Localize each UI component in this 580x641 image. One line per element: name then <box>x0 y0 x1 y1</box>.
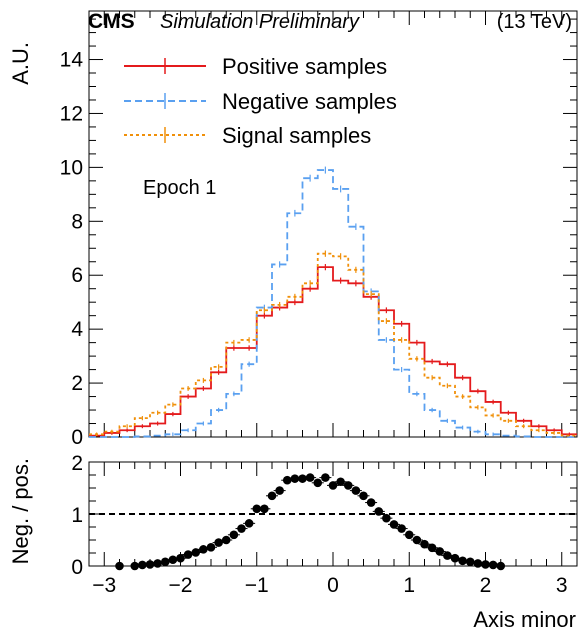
ratio-point <box>244 519 254 528</box>
ratio-point <box>267 491 277 501</box>
ratio-point <box>168 555 178 565</box>
top-ytick-label: 0 <box>71 426 83 449</box>
ratio-point <box>359 491 368 501</box>
ratio-point <box>130 561 140 571</box>
bottom-xlabel: Axis minor <box>473 607 576 632</box>
bottom-ylabel: Neg. / pos. <box>8 458 33 564</box>
ratio-point <box>351 486 361 495</box>
ratio-point <box>336 477 345 487</box>
bottom-plot: 0 1 2 −3 −2 −1 0 1 2 3 <box>71 452 578 597</box>
ratio-point <box>427 543 437 553</box>
ratio-point <box>313 478 323 488</box>
ratio-point <box>229 530 239 540</box>
legend-entry-0: Positive samples <box>222 54 387 79</box>
ratio-point <box>382 513 391 523</box>
energy-label: (13 TeV) <box>497 11 572 33</box>
ratio-point <box>412 535 422 545</box>
series-line-0 <box>89 266 577 437</box>
ratio-point <box>328 481 338 490</box>
ratio-point <box>298 474 307 483</box>
ratio-point <box>473 559 483 568</box>
legend: Positive samples Negative samples Signal s… <box>124 54 397 148</box>
top-ylabel: A.U. <box>8 42 33 85</box>
ratio-point <box>260 504 269 514</box>
top-ytick-label: 10 <box>60 156 83 179</box>
series-line-1 <box>89 169 577 438</box>
ratio-point <box>160 557 170 567</box>
status-label: Simulation Preliminary <box>160 11 360 33</box>
ratio-point <box>389 520 399 529</box>
ratio-point <box>366 498 376 507</box>
ratio-point <box>191 548 201 557</box>
ratio-point <box>282 475 292 485</box>
legend-entry-1: Negative samples <box>222 89 397 114</box>
ratio-point <box>343 481 353 490</box>
ratio-point <box>237 524 246 533</box>
ratio-point <box>176 553 185 563</box>
ratio-point <box>138 560 147 570</box>
bottom-ytick-label: 1 <box>71 504 83 527</box>
ratio-point <box>488 560 498 570</box>
ratio-point <box>305 473 315 482</box>
ratio-point <box>183 550 193 559</box>
xtick-label: 3 <box>556 574 568 597</box>
ratio-point <box>199 545 208 554</box>
ratio-point <box>153 559 162 568</box>
top-ytick-label: 8 <box>71 210 83 233</box>
xtick-label: 2 <box>480 574 492 597</box>
ratio-point <box>252 504 262 514</box>
ratio-point <box>206 542 216 552</box>
xtick-label: 1 <box>403 574 415 597</box>
xtick-label: −3 <box>92 574 116 597</box>
ratio-point <box>321 473 330 482</box>
xtick-label: −1 <box>245 574 269 597</box>
ratio-point <box>481 560 490 569</box>
top-ytick-label: 4 <box>71 318 83 341</box>
top-plot: 0 2 4 6 8 10 12 14 <box>60 10 578 449</box>
experiment-label: CMS <box>88 10 135 33</box>
ratio-point <box>458 556 467 566</box>
ratio-point <box>115 561 124 571</box>
top-ytick-label: 2 <box>71 372 83 395</box>
ratio-point <box>145 560 155 569</box>
ratio-point <box>465 557 475 567</box>
ratio-point <box>290 474 300 483</box>
top-ytick-label: 6 <box>71 264 83 287</box>
ratio-point <box>374 507 384 516</box>
bottom-ytick-label: 2 <box>71 452 83 475</box>
ratio-point <box>496 561 506 571</box>
ratio-point <box>420 539 429 549</box>
ratio-point <box>221 535 231 545</box>
ratio-point <box>397 524 406 533</box>
bottom-ytick-label: 0 <box>71 556 83 579</box>
top-ytick-label: 12 <box>60 102 83 125</box>
ratio-point <box>275 486 284 495</box>
epoch-annotation: Epoch 1 <box>143 177 216 199</box>
xtick-label: 0 <box>327 574 339 597</box>
legend-entry-2: Signal samples <box>222 123 371 148</box>
xtick-label: −2 <box>169 574 193 597</box>
ratio-point <box>435 547 445 556</box>
top-ytick-label: 14 <box>60 49 84 72</box>
ratio-point <box>404 530 414 540</box>
